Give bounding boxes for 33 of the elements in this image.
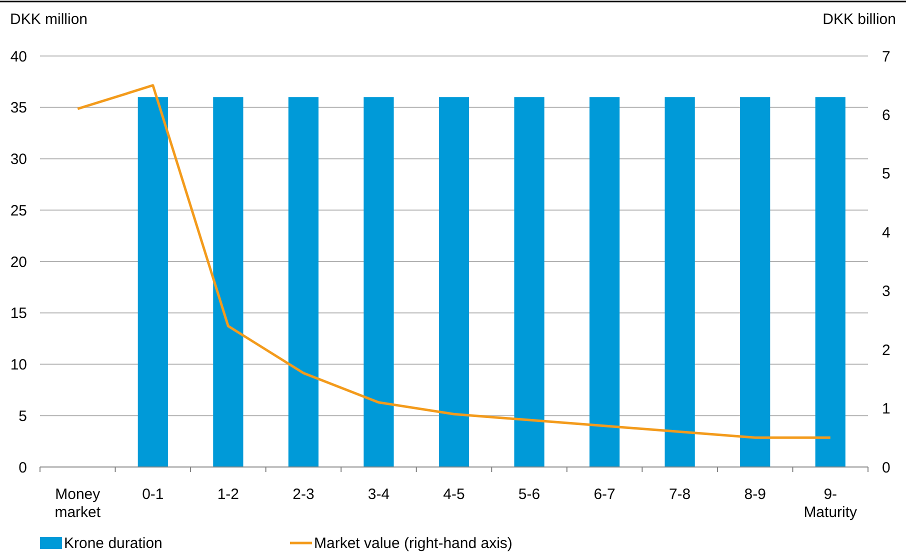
x-tick-label: 3-4 xyxy=(368,486,390,503)
y2-tick-label: 0 xyxy=(882,459,890,476)
y2-axis-title: DKK billion xyxy=(822,11,896,28)
y-tick-label: 40 xyxy=(10,48,27,66)
y2-tick-label: 4 xyxy=(882,224,890,242)
legend-label: Krone duration xyxy=(64,535,162,552)
y-tick-label: 0 xyxy=(18,459,27,476)
y2-tick-label: 7 xyxy=(882,48,890,66)
y-tick-label: 30 xyxy=(10,151,27,168)
y-tick-label: 15 xyxy=(10,305,27,322)
y-tick-label: 5 xyxy=(18,408,27,425)
y2-tick-label: 3 xyxy=(882,283,890,300)
y2-tick-label: 5 xyxy=(882,166,890,183)
x-tick-label: 1-2 xyxy=(217,486,240,503)
y-tick-label: 35 xyxy=(10,100,27,117)
y2-tick-label: 6 xyxy=(882,106,890,124)
x-tick-label: 2-3 xyxy=(292,486,314,503)
x-tick-label: 8-9 xyxy=(744,486,766,503)
x-tick-label: 9-Maturity xyxy=(804,486,858,521)
y-axis-title: DKK million xyxy=(10,11,88,28)
y-tick-label: 25 xyxy=(10,202,27,220)
y2-tick-label: 1 xyxy=(882,400,890,418)
x-tick-label: Money market xyxy=(54,486,102,521)
line-series xyxy=(76,84,832,439)
legend-label: Market value (right-hand axis) xyxy=(314,535,512,552)
y-tick-label: 10 xyxy=(10,356,27,374)
x-tick-label: 5-6 xyxy=(518,486,540,503)
x-tick-label: 7-8 xyxy=(668,486,691,503)
y2-tick-label: 2 xyxy=(882,342,890,359)
x-tick-label: 4-5 xyxy=(443,486,465,503)
y-tick-label: 20 xyxy=(10,254,27,271)
x-tick-label: 6-7 xyxy=(594,486,616,503)
x-tick-label: 0-1 xyxy=(142,486,164,503)
